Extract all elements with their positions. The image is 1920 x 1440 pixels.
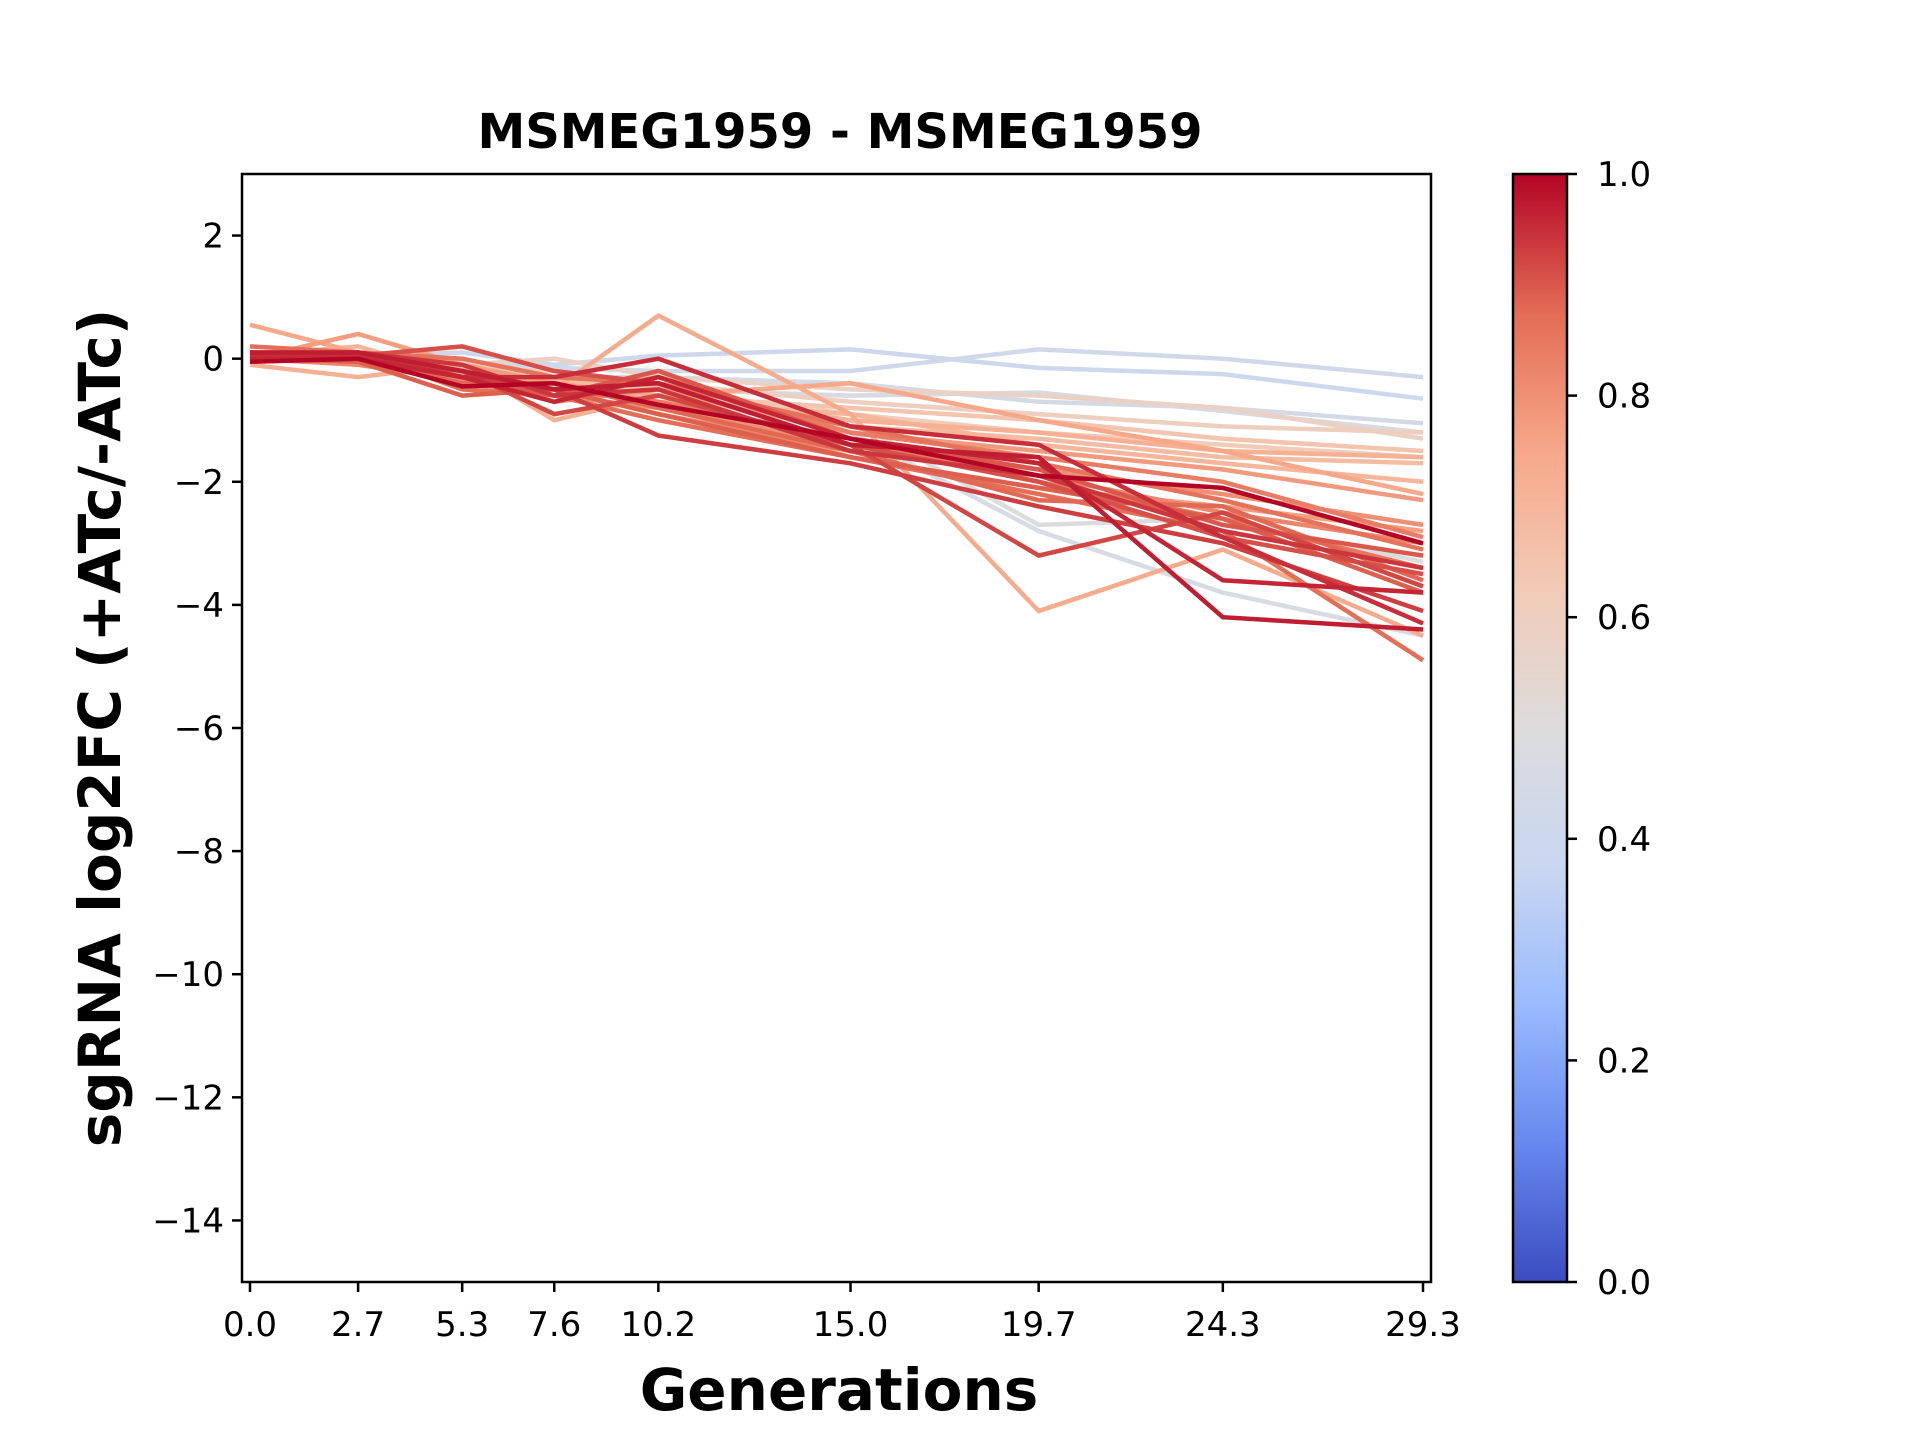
x-tick-label: 0.0 xyxy=(223,1305,277,1345)
series-layer xyxy=(249,312,1425,663)
y-tick-label: −4 xyxy=(174,586,224,626)
x-tick-label: 19.7 xyxy=(1001,1305,1077,1345)
y-axis-label: sgRNA log2FC (+ATc/-ATc) xyxy=(66,309,134,1147)
y-tick-label: −14 xyxy=(152,1201,224,1241)
series-line xyxy=(250,350,1424,632)
y-tick-label: −12 xyxy=(152,1078,224,1118)
x-tick-label: 7.6 xyxy=(527,1305,581,1345)
x-tick-label: 5.3 xyxy=(435,1305,489,1345)
y-tick-label: 2 xyxy=(202,217,224,257)
colorbar xyxy=(1511,172,1569,1284)
y-tick-label: −6 xyxy=(174,709,224,749)
colorbar-tick-label: 0.6 xyxy=(1597,598,1651,638)
colorbar-ticks: 0.0 0.2 0.4 0.6 0.8 1.0 xyxy=(1567,155,1651,1303)
y-tick-label: −2 xyxy=(174,463,224,503)
colorbar-tick-label: 0.2 xyxy=(1597,1041,1651,1081)
x-tick-label: 15.0 xyxy=(813,1305,889,1345)
y-axis: 2 0 −2 −4 −6 −8 −10 −12 −14 xyxy=(152,217,242,1241)
y-tick-label: −8 xyxy=(174,832,224,872)
chart-title: MSMEG1959 - MSMEG1959 xyxy=(477,104,1202,160)
series-line xyxy=(249,356,1424,546)
x-tick-label: 29.3 xyxy=(1385,1305,1461,1345)
x-axis: 0.0 2.7 5.3 7.6 10.2 15.0 19.7 24.3 29.3 xyxy=(223,1282,1461,1345)
y-tick-label: −10 xyxy=(152,955,224,995)
series-line xyxy=(249,350,1424,614)
x-axis-label: Generations xyxy=(640,1356,1039,1424)
x-tick-label: 24.3 xyxy=(1185,1305,1261,1345)
series-line xyxy=(250,356,1424,595)
colorbar-tick-label: 0.8 xyxy=(1597,377,1651,417)
x-tick-label: 2.7 xyxy=(331,1305,385,1345)
colorbar-tick-label: 0.0 xyxy=(1597,1263,1651,1303)
x-tick-label: 10.2 xyxy=(620,1305,696,1345)
colorbar-tick-label: 0.4 xyxy=(1597,820,1651,860)
colorbar-tick-label: 1.0 xyxy=(1597,155,1651,195)
y-tick-label: 0 xyxy=(202,340,224,380)
plot-frame xyxy=(240,172,1433,1284)
